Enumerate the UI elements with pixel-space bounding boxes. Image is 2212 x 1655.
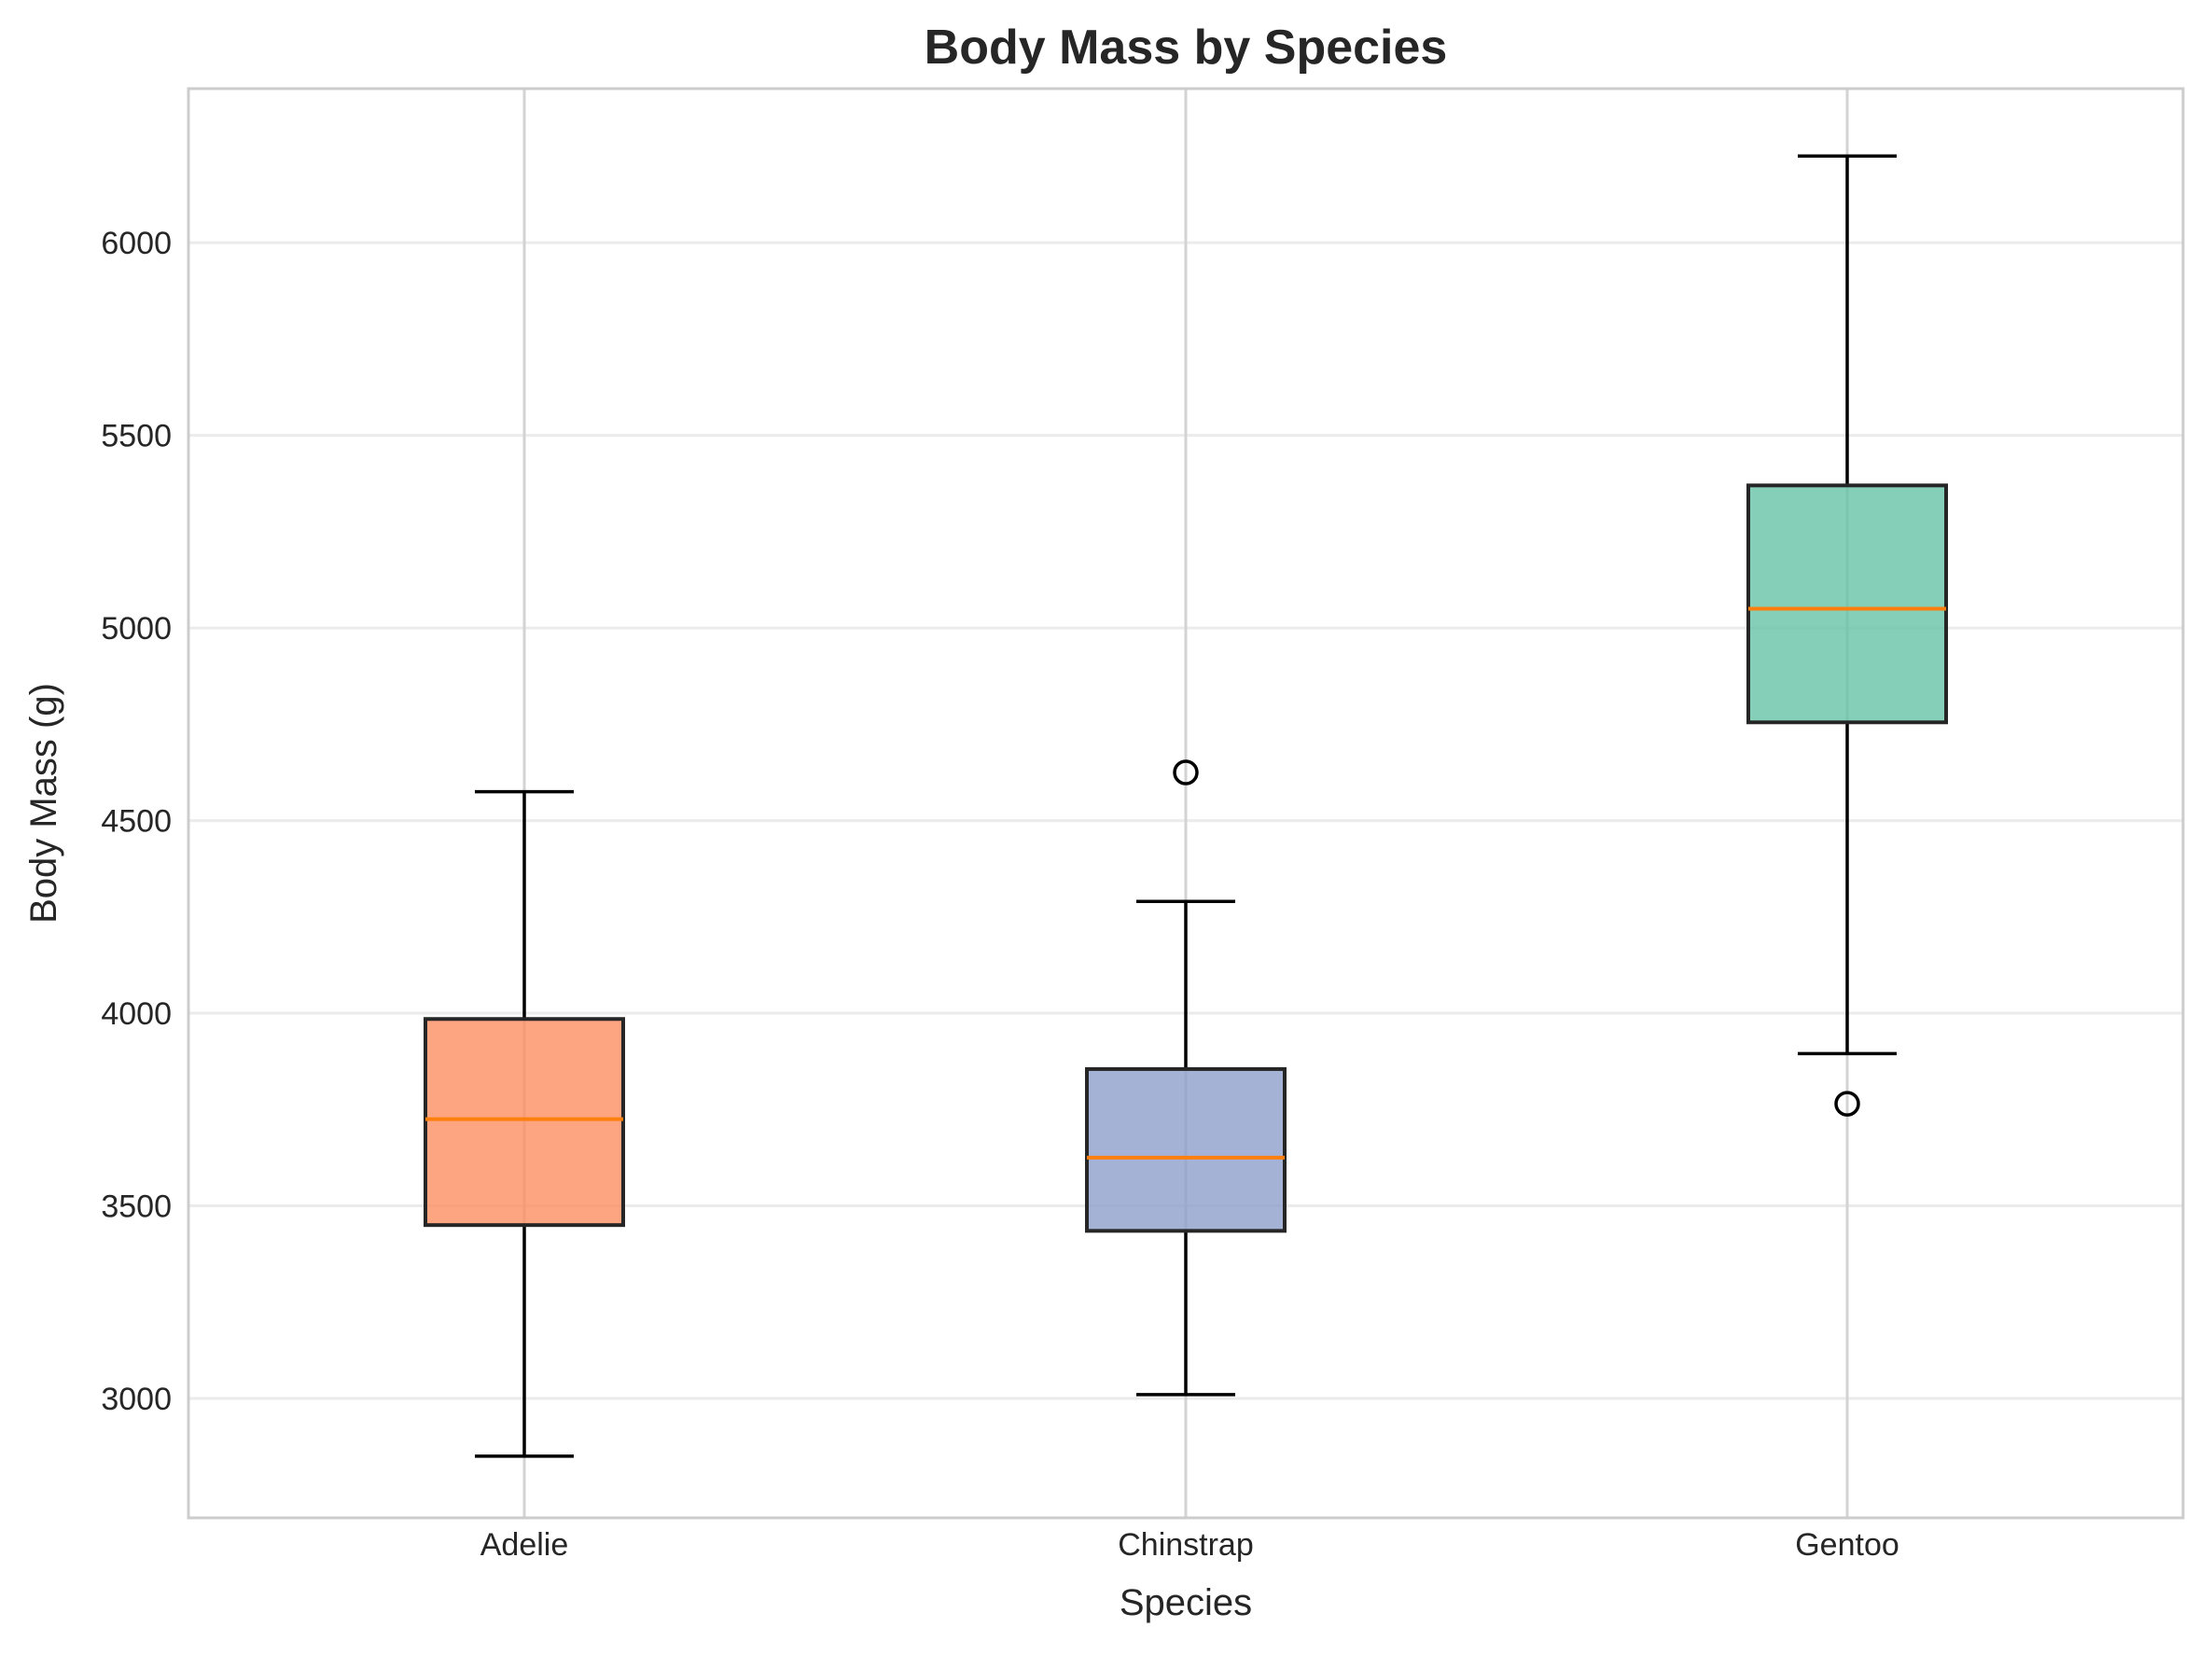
outlier-point [1173, 759, 1199, 786]
y-tick-label: 4000 [101, 996, 172, 1032]
iqr-box [1746, 483, 1948, 725]
y-tick-label: 6000 [101, 226, 172, 261]
y-tick-label: 4500 [101, 804, 172, 840]
x-tick-label: Chinstrap [1118, 1527, 1254, 1563]
x-tick-label: Gentoo [1795, 1527, 1899, 1563]
chart-title: Body Mass by Species [925, 21, 1448, 75]
iqr-box [1085, 1066, 1287, 1233]
iqr-box [424, 1017, 625, 1228]
axis-layer: 3000 3500 4000 4500 5000 5500 6000 Adelie Chinst… [101, 226, 1899, 1563]
box-chinstrap [1085, 759, 1287, 1397]
y-tick-label: 5500 [101, 419, 172, 454]
x-tick-label: Adelie [480, 1527, 569, 1563]
outlier-point [1834, 1091, 1860, 1117]
box-layer [424, 154, 1948, 1458]
box-adelie [424, 789, 625, 1458]
y-tick-label: 5000 [101, 611, 172, 647]
x-axis-label: Species [1120, 1582, 1252, 1623]
plot-frame [187, 87, 2185, 1520]
y-tick-label: 3000 [101, 1382, 172, 1417]
box-gentoo [1746, 154, 1948, 1117]
y-tick-label: 3500 [101, 1189, 172, 1225]
y-axis-label: Body Mass (g) [23, 683, 64, 924]
